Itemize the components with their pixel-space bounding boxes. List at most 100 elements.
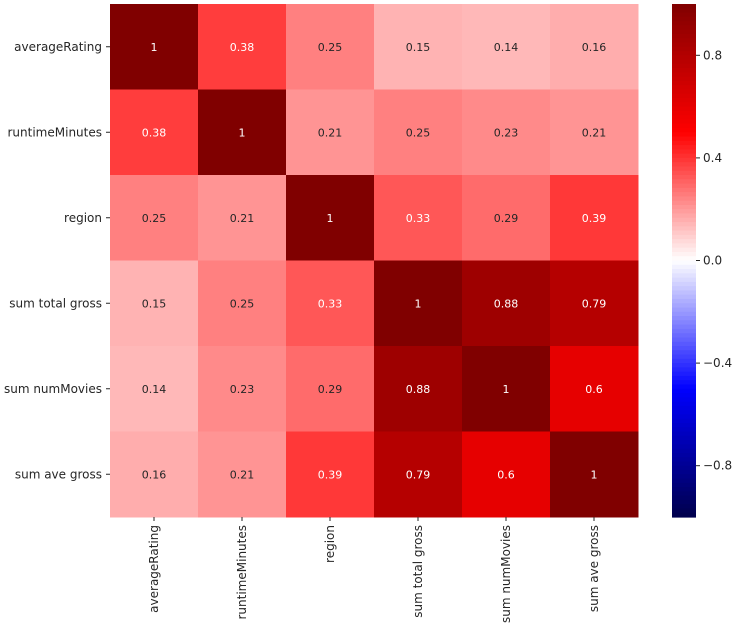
colorbar-segment-36 [672, 157, 696, 163]
heatmap-annotations: 1 0.38 0.25 0.15 0.14 0.16 0.38 1 0.21 0.25 0.23 0.… [142, 41, 607, 482]
cell-annotation-3-3: 1 [415, 297, 422, 310]
cell-annotation-3-4: 0.88 [494, 297, 519, 310]
heatmap-cell-3-0 [110, 260, 199, 347]
colorbar-segment-69 [672, 298, 696, 304]
colorbar-segment-62 [672, 269, 696, 274]
cell-annotation-1-2: 0.21 [318, 126, 343, 139]
colorbar-segment-108 [672, 465, 696, 471]
heatmap-cell-4-1 [198, 346, 287, 432]
row-label-1: runtimeMinutes [8, 125, 103, 139]
colorbar-segment-19 [672, 85, 696, 91]
cell-annotation-0-5: 0.16 [582, 41, 607, 54]
colorbar-segment-60 [672, 260, 696, 266]
heatmap-cell-0-1 [198, 4, 287, 90]
colorbar-segment-53 [672, 230, 696, 236]
colorbar-segment-6 [672, 29, 696, 35]
colorbar-segment-12 [672, 55, 696, 61]
colorbar-segment-31 [672, 136, 696, 142]
heatmap-cell-1-3 [374, 89, 463, 176]
cell-annotation-2-0: 0.25 [142, 212, 167, 225]
colorbar-segment-107 [672, 461, 696, 467]
colorbar-segment-17 [672, 76, 696, 82]
cell-annotation-5-1: 0.21 [230, 468, 255, 481]
colorbar-segment-45 [672, 196, 696, 202]
colorbar-segment-26 [672, 115, 696, 121]
colorbar-segment-104 [672, 448, 696, 454]
colorbar-segment-82 [672, 354, 696, 360]
heatmap-cell-2-1 [198, 175, 287, 261]
colorbar-segment-56 [672, 243, 696, 249]
cell-annotation-2-5: 0.39 [582, 212, 607, 225]
heatmap-cell-5-4 [462, 431, 551, 518]
cell-annotation-4-2: 0.29 [318, 383, 343, 396]
colorbar-segment-59 [672, 256, 696, 262]
colorbar-segment-63 [672, 273, 696, 279]
colorbar-segment-94 [672, 405, 696, 411]
heatmap-cell-5-5 [550, 431, 639, 518]
colorbar-segment-113 [672, 487, 696, 492]
colorbar-segment-55 [672, 239, 696, 244]
colorbar-segment-100 [672, 431, 696, 437]
colorbar-segment-41 [672, 179, 696, 185]
heatmap-cell-0-5 [550, 4, 639, 90]
cell-annotation-2-1: 0.21 [230, 212, 255, 225]
heatmap-cell-2-5 [550, 175, 639, 261]
colorbar-segment-91 [672, 393, 696, 398]
colorbar-segment-105 [672, 452, 696, 458]
colorbar-segment-106 [672, 457, 696, 463]
colorbar-segment-89 [672, 384, 696, 390]
colorbar-segment-81 [672, 350, 696, 356]
heatmap-cell-3-4 [462, 260, 551, 347]
colorbar-segment-114 [672, 491, 696, 497]
heatmap-cell-4-4 [462, 346, 551, 432]
row-labels: averageRating runtimeMinutes region sum tot… [4, 40, 110, 481]
colorbar-segment-35 [672, 153, 696, 159]
cell-annotation-0-3: 0.15 [406, 41, 431, 54]
colorbar-segment-38 [672, 166, 696, 172]
heatmap-cell-2-2 [286, 175, 375, 261]
colorbar-segment-27 [672, 119, 696, 125]
heatmap-cell-4-5 [550, 346, 639, 432]
heatmap-cell-0-4 [462, 4, 551, 90]
colorbar-tick-label-1: 0.4 [703, 151, 722, 165]
colorbar-segment-32 [672, 140, 696, 146]
colorbar-segment-25 [672, 110, 696, 116]
heatmap-cell-0-3 [374, 4, 463, 90]
cell-annotation-5-4: 0.6 [497, 468, 515, 481]
cell-annotation-0-4: 0.14 [494, 41, 519, 54]
heatmap-cell-0-0 [110, 4, 199, 90]
cell-annotation-1-4: 0.23 [494, 126, 519, 139]
cell-annotation-0-1: 0.38 [230, 41, 255, 54]
heatmap-cell-1-0 [110, 89, 199, 176]
column-labels: averageRating runtimeMinutes region sum tot… [147, 517, 601, 623]
heatmap-cells [110, 4, 639, 518]
cell-annotation-3-1: 0.25 [230, 297, 255, 310]
column-label-2: region [323, 525, 337, 563]
heatmap-cell-5-3 [374, 431, 463, 518]
colorbar-segment-96 [672, 414, 696, 420]
cell-annotation-3-5: 0.79 [582, 297, 607, 310]
colorbar-segment-93 [672, 401, 696, 407]
cell-annotation-1-3: 0.25 [406, 126, 431, 139]
colorbar-tick-label-4: −0.8 [703, 459, 732, 473]
colorbar-segment-90 [672, 388, 696, 394]
colorbar-segment-115 [672, 495, 696, 501]
colorbar-segment-54 [672, 234, 696, 240]
colorbar-segment-78 [672, 337, 696, 343]
cell-annotation-4-0: 0.14 [142, 383, 167, 396]
colorbar-segment-7 [672, 33, 696, 39]
colorbar-segment-70 [672, 303, 696, 309]
colorbar-segment-116 [672, 499, 696, 505]
colorbar-segment-71 [672, 307, 696, 313]
colorbar-segment-28 [672, 123, 696, 129]
colorbar-segment-5 [672, 25, 696, 31]
colorbar-segment-92 [672, 397, 696, 403]
column-label-3: sum total gross [411, 525, 425, 618]
colorbar-segment-44 [672, 192, 696, 197]
colorbar-segment-109 [672, 469, 696, 475]
colorbar-segment-77 [672, 333, 696, 339]
heatmap-cell-5-2 [286, 431, 375, 518]
heatmap-cell-2-4 [462, 175, 551, 261]
colorbar-segment-13 [672, 59, 696, 65]
